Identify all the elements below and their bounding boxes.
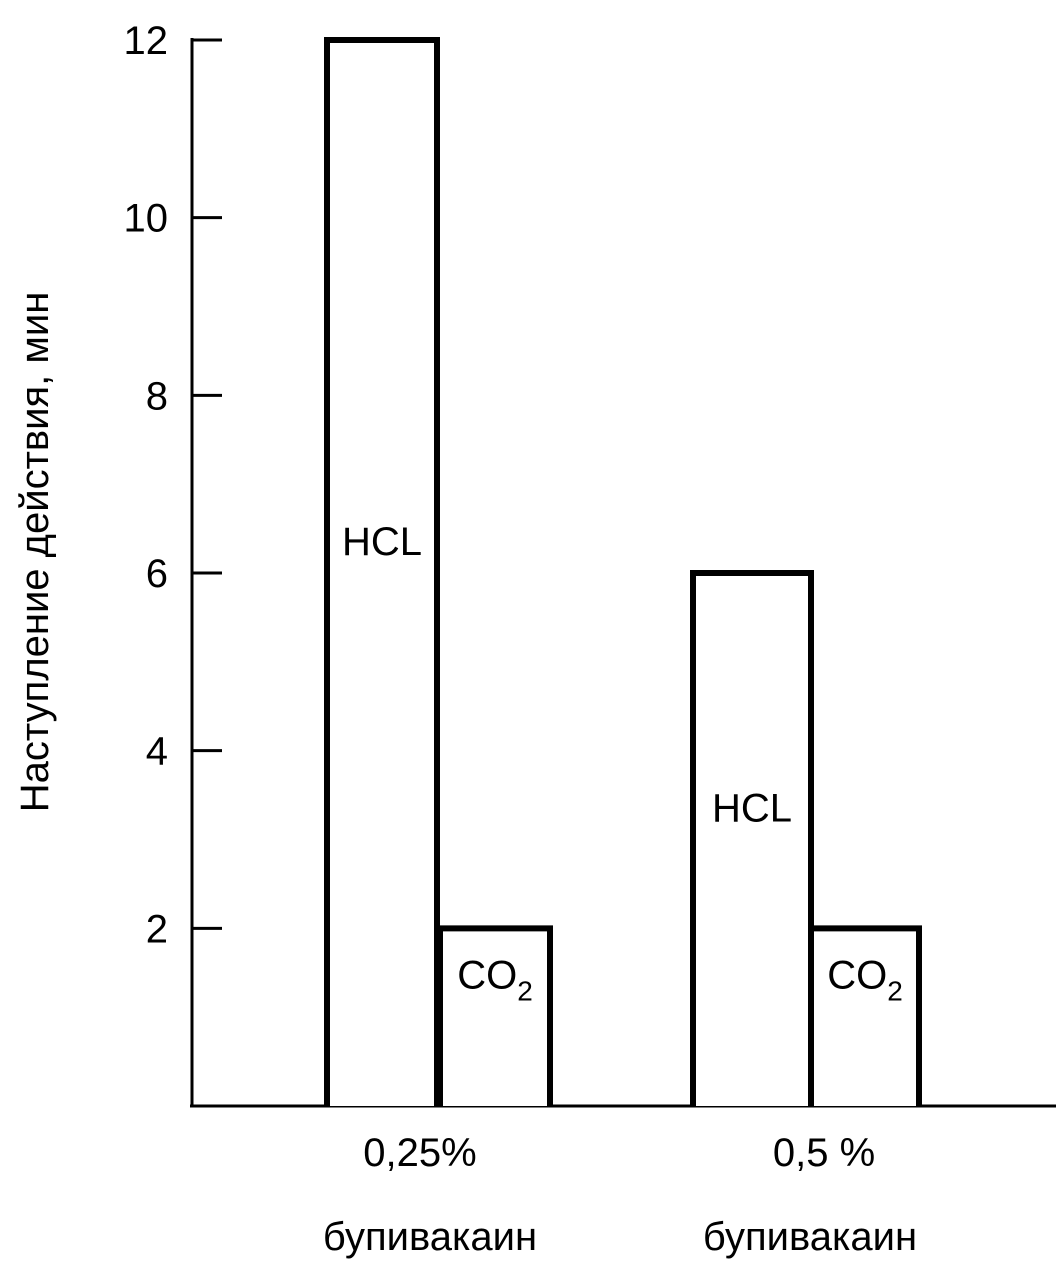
bar-label-main: CO xyxy=(827,953,887,997)
bar-label: CO2 xyxy=(457,953,533,1006)
category-sublabel: бупивакаин xyxy=(703,1215,917,1259)
bar-hcl-1 xyxy=(324,37,440,1106)
bar-co2-2 xyxy=(808,925,922,1106)
bar-co2-1 xyxy=(437,925,553,1106)
y-tick-label: 2 xyxy=(146,907,168,951)
y-axis-label: Наступление действия, мин xyxy=(13,292,57,813)
y-tick-label: 4 xyxy=(146,730,168,774)
bar-label: HCL xyxy=(712,787,792,831)
y-ticks: 2 4 6 8 10 12 xyxy=(124,19,222,951)
bar-label: CO2 xyxy=(827,953,903,1006)
category-label: 0,5 % xyxy=(773,1131,875,1175)
y-tick-label: 6 xyxy=(146,552,168,596)
category-labels: 0,25% бупивакаин 0,5 % бупивакаин xyxy=(323,1131,917,1259)
y-tick-label: 12 xyxy=(124,19,169,63)
bar-hcl-2 xyxy=(690,570,814,1106)
category-sublabel: бупивакаин xyxy=(323,1215,537,1259)
y-tick-label: 8 xyxy=(146,374,168,418)
bar-label-main: CO xyxy=(457,953,517,997)
y-axis: 2 4 6 8 10 12 xyxy=(124,19,222,1106)
bar-label-subscript: 2 xyxy=(517,975,533,1006)
bar-label-main: HCL xyxy=(342,520,422,564)
bar-label: HCL xyxy=(342,520,422,564)
bar-label-main: HCL xyxy=(712,787,792,831)
category-label: 0,25% xyxy=(363,1131,476,1175)
bar-label-subscript: 2 xyxy=(887,975,903,1006)
y-tick-label: 10 xyxy=(124,197,169,241)
